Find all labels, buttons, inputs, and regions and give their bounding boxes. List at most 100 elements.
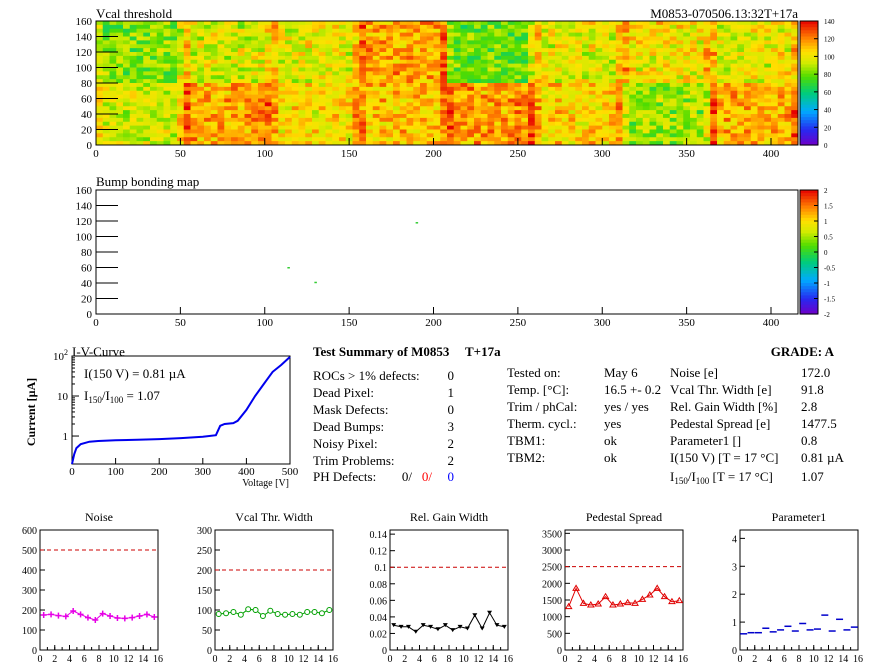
heatmap-cell bbox=[723, 67, 731, 72]
heatmap-cell bbox=[102, 21, 110, 26]
heatmap-cell bbox=[217, 32, 225, 37]
heatmap-cell bbox=[278, 59, 286, 65]
heatmap-cell bbox=[764, 48, 772, 53]
heatmap-cell bbox=[487, 48, 495, 53]
heatmap-cell bbox=[636, 133, 644, 138]
heatmap-cell bbox=[514, 102, 522, 107]
heatmap-cell bbox=[480, 83, 488, 88]
heatmap-cell bbox=[690, 133, 698, 138]
heatmap-cell bbox=[609, 21, 617, 26]
heatmap-cell bbox=[399, 21, 407, 26]
heatmap-cell bbox=[588, 32, 596, 37]
heatmap-cell bbox=[777, 24, 785, 30]
heatmap-cell bbox=[177, 40, 185, 45]
heatmap-cell bbox=[602, 71, 610, 76]
heatmap-cell bbox=[494, 110, 502, 115]
heatmap-cell bbox=[676, 121, 684, 127]
heatmap-cell bbox=[183, 63, 191, 68]
heatmap-cell bbox=[143, 67, 151, 72]
heatmap-cell bbox=[379, 94, 387, 99]
heatmap-cell bbox=[433, 141, 441, 146]
heatmap-cell bbox=[656, 40, 664, 45]
heatmap-cell bbox=[312, 83, 320, 88]
heatmap-cell bbox=[447, 52, 455, 57]
heatmap-cell bbox=[372, 121, 380, 127]
heatmap-cell bbox=[291, 133, 299, 138]
heatmap-cell bbox=[123, 63, 131, 68]
heatmap-cell bbox=[663, 55, 671, 61]
heatmap-cell bbox=[379, 59, 387, 65]
heatmap-cell bbox=[710, 137, 718, 142]
heatmap-cell bbox=[622, 24, 630, 30]
vcal-colorbar-band bbox=[800, 117, 818, 121]
heatmap-cell bbox=[271, 83, 279, 88]
heatmap-cell bbox=[183, 40, 191, 45]
heatmap-cell bbox=[379, 114, 387, 119]
heatmap-cell bbox=[305, 110, 313, 115]
heatmap-cell bbox=[703, 48, 711, 53]
heatmap-cell bbox=[791, 102, 799, 107]
heatmap-cell bbox=[413, 75, 421, 80]
heatmap-cell bbox=[521, 83, 529, 88]
heatmap-cell bbox=[210, 55, 218, 61]
heatmap-cell bbox=[237, 59, 245, 65]
heatmap-cell bbox=[170, 117, 178, 123]
roc-plot-marker bbox=[326, 607, 333, 613]
heatmap-cell bbox=[318, 117, 326, 123]
heatmap-cell bbox=[170, 83, 178, 88]
heatmap-cell bbox=[723, 52, 731, 57]
heatmap-cell bbox=[379, 106, 387, 111]
heatmap-cell bbox=[136, 79, 144, 84]
heatmap-cell bbox=[372, 98, 380, 103]
heatmap-cell bbox=[156, 28, 164, 34]
heatmap-cell bbox=[501, 102, 509, 107]
heatmap-cell bbox=[656, 98, 664, 103]
heatmap-cell bbox=[210, 83, 218, 88]
heatmap-cell bbox=[143, 55, 151, 61]
heatmap-cell bbox=[332, 63, 340, 68]
heatmap-cell bbox=[150, 106, 158, 111]
heatmap-cell bbox=[737, 21, 745, 26]
heatmap-cell bbox=[426, 90, 434, 96]
heatmap-cell bbox=[568, 106, 576, 111]
bump-ytick-label: 60 bbox=[81, 263, 93, 275]
heatmap-cell bbox=[642, 67, 650, 72]
heatmap-cell bbox=[339, 24, 347, 30]
roc-plot-xtick-label: 4 bbox=[592, 654, 597, 665]
heatmap-cell bbox=[204, 32, 212, 37]
heatmap-cell bbox=[399, 106, 407, 111]
heatmap-cell bbox=[298, 21, 306, 26]
heatmap-cell bbox=[777, 114, 785, 119]
heatmap-cell bbox=[399, 129, 407, 134]
heatmap-cell bbox=[777, 63, 785, 68]
heatmap-cell bbox=[575, 55, 583, 61]
heatmap-cell bbox=[663, 125, 671, 130]
heatmap-cell bbox=[453, 125, 461, 130]
heatmap-cell bbox=[784, 55, 792, 61]
vcal-colorbar-band bbox=[800, 21, 818, 25]
heatmap-cell bbox=[190, 40, 198, 45]
heatmap-cell bbox=[757, 75, 765, 80]
roc-plot-marker bbox=[450, 628, 456, 633]
heatmap-cell bbox=[366, 63, 374, 68]
heatmap-cell bbox=[224, 71, 232, 76]
heatmap-cell bbox=[318, 71, 326, 76]
heatmap-cell bbox=[588, 63, 596, 68]
heatmap-cell bbox=[487, 106, 495, 111]
heatmap-cell bbox=[345, 28, 353, 34]
vcal-ytick-label: 20 bbox=[81, 125, 93, 137]
heatmap-cell bbox=[332, 114, 340, 119]
heatmap-cell bbox=[784, 106, 792, 111]
roc-plot-marker bbox=[616, 600, 625, 607]
roc-plot-marker bbox=[230, 609, 237, 615]
heatmap-cell bbox=[568, 121, 576, 127]
heatmap-cell bbox=[683, 21, 691, 26]
heatmap-cell bbox=[399, 86, 407, 92]
heatmap-cell bbox=[352, 121, 360, 127]
heatmap-cell bbox=[440, 94, 448, 99]
heatmap-cell bbox=[312, 114, 320, 119]
heatmap-cell bbox=[325, 28, 333, 34]
heatmap-cell bbox=[143, 28, 151, 34]
heatmap-cell bbox=[406, 129, 414, 134]
heatmap-cell bbox=[690, 90, 698, 96]
